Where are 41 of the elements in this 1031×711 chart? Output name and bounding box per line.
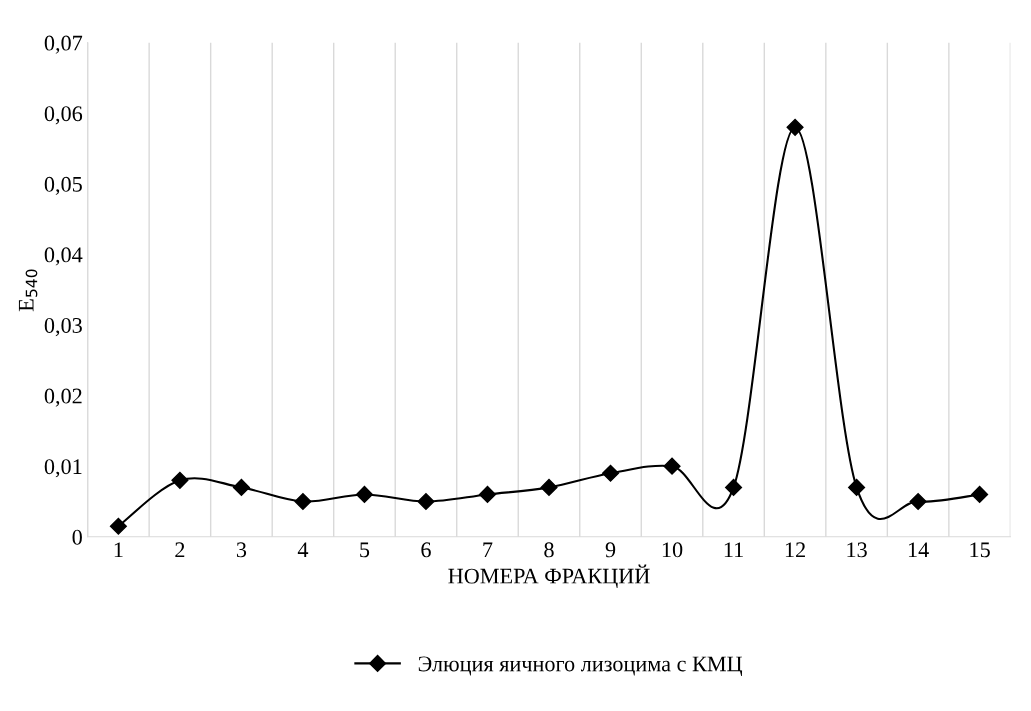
x-tick-label: 15 bbox=[970, 542, 990, 558]
point bbox=[909, 492, 927, 511]
x-tick-label: 3 bbox=[236, 542, 247, 558]
x-tick-label: 12 bbox=[785, 542, 805, 558]
point bbox=[725, 478, 743, 496]
point bbox=[663, 457, 681, 475]
x-tick-label: 8 bbox=[544, 542, 554, 558]
y-tick-label: 0,03 bbox=[44, 317, 82, 337]
y-tick-label: 0,02 bbox=[44, 388, 82, 407]
x-tick-label: 2 bbox=[175, 542, 185, 558]
point bbox=[171, 471, 189, 489]
point bbox=[848, 478, 866, 496]
point bbox=[355, 485, 374, 504]
x-tick-label: 14 bbox=[908, 542, 929, 558]
x-tick-label: 13 bbox=[847, 542, 867, 558]
x-axis-title: НОМЕРА ФРАКЦИЙ bbox=[448, 564, 650, 589]
y-axis-title: E$_{540}$ bbox=[18, 269, 38, 312]
point bbox=[232, 478, 250, 496]
point bbox=[601, 464, 620, 482]
point bbox=[971, 485, 989, 504]
point bbox=[786, 118, 804, 136]
x-tick-label: 11 bbox=[724, 542, 743, 558]
x-tick-label: 9 bbox=[605, 542, 616, 558]
point bbox=[109, 517, 127, 535]
x-tick-label: 7 bbox=[483, 542, 493, 558]
point bbox=[540, 478, 558, 496]
point bbox=[417, 492, 435, 511]
point bbox=[478, 485, 497, 504]
point bbox=[294, 492, 312, 511]
y-tick-label: 0,06 bbox=[44, 106, 83, 125]
y-tick-label: 0,01 bbox=[44, 459, 82, 478]
y-tick-label: 0 bbox=[72, 529, 82, 545]
y-tick-label: 0,05 bbox=[44, 176, 82, 195]
y-tick-label: 0,04 bbox=[44, 247, 83, 266]
y-tick-label: 0,07 bbox=[44, 35, 83, 54]
x-tick-label: 4 bbox=[297, 542, 309, 558]
x-tick-label: 1 bbox=[114, 542, 123, 558]
legend-label: Элюция яичного лизоцима с КМЦ bbox=[418, 656, 743, 676]
x-tick-label: 6 bbox=[421, 542, 431, 558]
x-tick-label: 5 bbox=[360, 542, 370, 558]
x-tick-label: 10 bbox=[662, 542, 683, 558]
